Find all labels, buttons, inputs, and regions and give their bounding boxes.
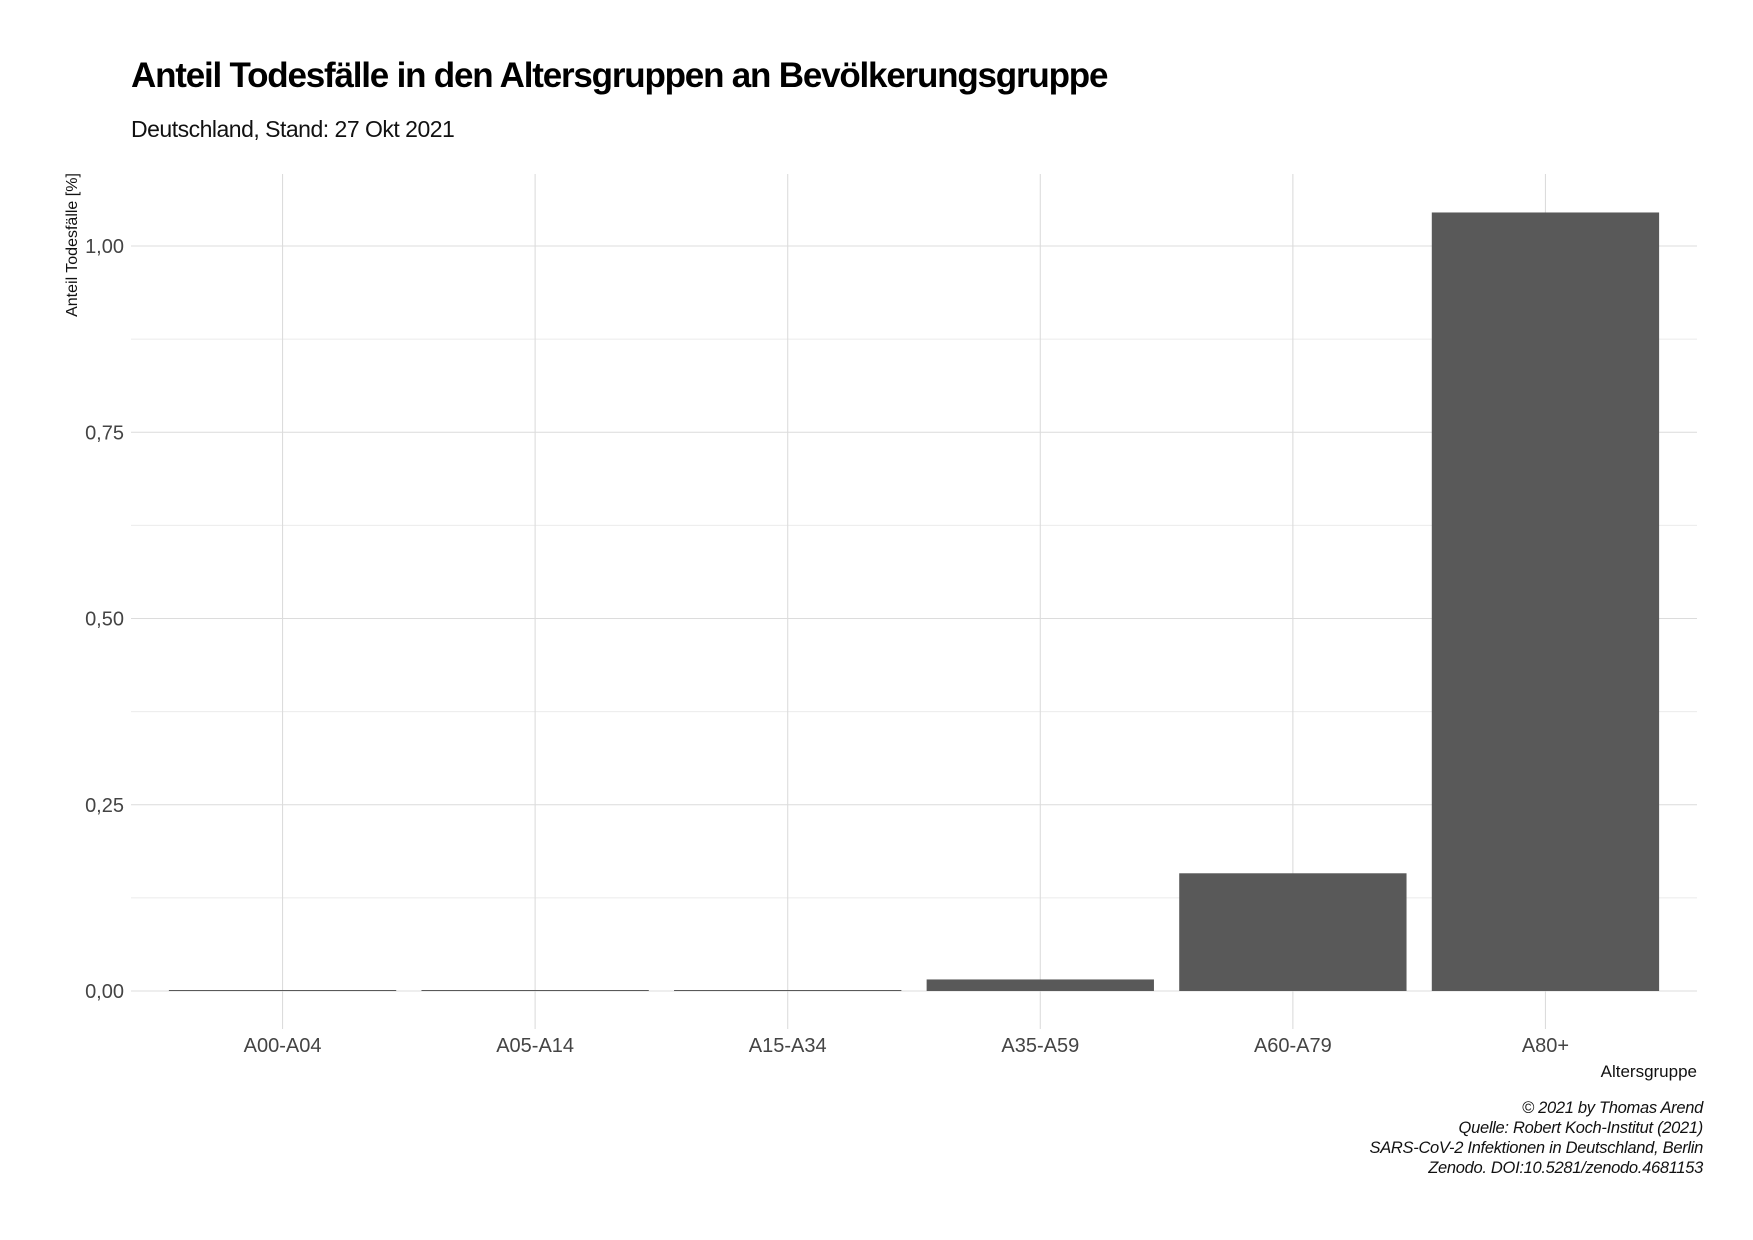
y-tick-label: 0,00 [85, 981, 124, 1003]
chart-subtitle: Deutschland, Stand: 27 Okt 2021 [131, 116, 455, 142]
x-tick-label: A60-A79 [1254, 1035, 1332, 1057]
x-tick-label: A15-A34 [749, 1035, 827, 1057]
x-tick-label: A80+ [1522, 1035, 1569, 1057]
caption-line: Quelle: Robert Koch-Institut (2021) [1458, 1119, 1704, 1137]
y-tick-labels: 0,00 0,25 0,50 0,75 1,00 [85, 236, 124, 1003]
bars [168, 212, 1660, 992]
y-axis-label: Anteil Todesfälle [%] [64, 173, 81, 317]
x-tick-label: A35-A59 [1001, 1035, 1079, 1057]
y-tick-label: 0,50 [85, 609, 124, 631]
caption: © 2021 by Thomas Arend Quelle: Robert Ko… [1369, 1098, 1704, 1178]
chart-title: Anteil Todesfälle in den Altersgruppen a… [131, 56, 1108, 95]
x-axis-label: Altersgruppe [1601, 1062, 1697, 1081]
bar-A15-A34 [674, 990, 902, 991]
bar-A80+ [1431, 212, 1660, 992]
bar-A60-A79 [1179, 873, 1407, 991]
x-tick-label: A05-A14 [496, 1035, 574, 1057]
caption-line: Zenodo. DOI:10.5281/zenodo.4681153 [1428, 1159, 1703, 1177]
y-tick-label: 0,75 [85, 422, 124, 444]
y-tick-label: 0,25 [85, 795, 124, 817]
caption-line: © 2021 by Thomas Arend [1521, 1099, 1703, 1117]
y-tick-label: 1,00 [85, 236, 124, 258]
bar-A35-A59 [926, 979, 1154, 991]
x-tick-labels: A00-A04 A05-A14 A15-A34 A35-A59 A60-A79 A80+ [244, 1035, 1569, 1057]
caption-line: SARS-CoV-2 Infektionen in Deutschland, B… [1369, 1139, 1704, 1157]
x-tick-label: A00-A04 [244, 1035, 322, 1057]
bar-A00-A04 [168, 990, 397, 991]
bar-A05-A14 [421, 990, 649, 991]
